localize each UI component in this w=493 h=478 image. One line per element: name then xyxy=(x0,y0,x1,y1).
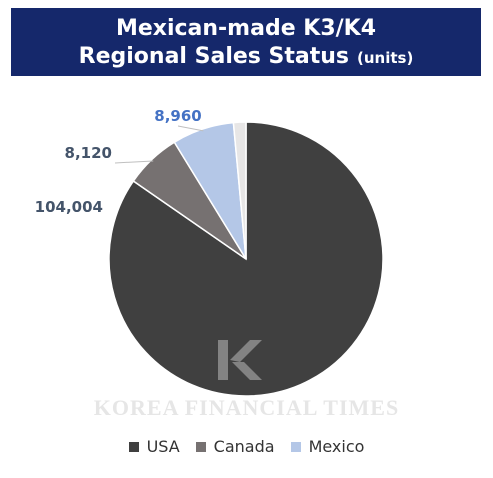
legend-swatch-mexico xyxy=(290,441,301,452)
chart-title-line1: Mexican-made K3/K4 xyxy=(115,16,377,41)
legend-item-canada: Canada xyxy=(195,437,275,456)
chart-title-line2-text: Regional Sales Status xyxy=(78,44,350,69)
data-label-canada: 8,120 xyxy=(65,144,112,162)
legend-item-mexico: Mexico xyxy=(290,437,365,456)
unit-label: (units) xyxy=(357,49,414,67)
legend-label-usa: USA xyxy=(146,437,180,456)
slice-other xyxy=(232,121,247,260)
legend-swatch-canada xyxy=(195,441,206,452)
data-label-canada-leader xyxy=(114,160,154,164)
legend-label-canada: Canada xyxy=(213,437,275,456)
legend-item-usa: USA xyxy=(128,437,180,456)
watermark-logo-icon xyxy=(218,340,262,380)
legend-swatch-usa xyxy=(128,441,139,452)
title-banner: Mexican-made K3/K4 Regional Sales Status… xyxy=(11,8,481,76)
legend: USA Canada Mexico xyxy=(0,437,493,456)
data-label-mexico-leader xyxy=(177,125,204,132)
legend-label-mexico: Mexico xyxy=(308,437,365,456)
chart-title-line2: Regional Sales Status (units) xyxy=(11,42,481,73)
data-label-mexico: 8,960 xyxy=(154,107,201,125)
watermark-text: KOREA FINANCIAL TIMES xyxy=(93,395,400,420)
data-label-usa: 104,004 xyxy=(35,198,103,216)
